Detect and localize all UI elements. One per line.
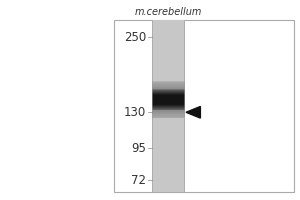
Text: 95: 95 xyxy=(131,142,146,155)
Bar xyxy=(152,20,184,192)
Text: 250: 250 xyxy=(124,31,146,44)
Text: 130: 130 xyxy=(124,106,146,119)
Polygon shape xyxy=(186,106,200,118)
Text: m.cerebellum: m.cerebellum xyxy=(134,7,202,17)
Text: 72: 72 xyxy=(131,174,146,187)
